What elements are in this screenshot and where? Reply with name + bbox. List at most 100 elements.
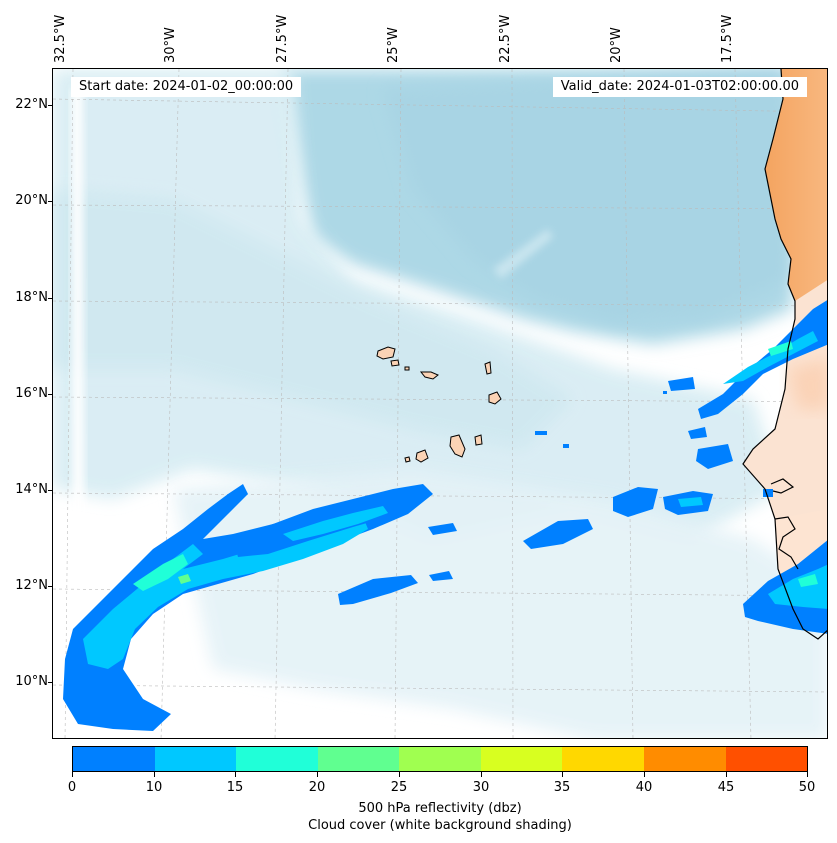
island-sao-vicente	[390, 359, 400, 367]
colorbar-label-30: 30	[472, 780, 490, 795]
lat-tick-18n	[48, 298, 52, 299]
colorbar-label-0: 0	[67, 780, 77, 795]
cloud-haze-band	[53, 189, 573, 449]
colorbar-segment-40-45	[643, 747, 726, 771]
colorbar-label-15: 15	[226, 780, 244, 795]
cape-verde-islands	[376, 346, 502, 463]
lon-label-25w: 25°W	[386, 27, 401, 63]
land-mauritania-desert	[765, 69, 827, 301]
echo-tiny-2	[563, 444, 569, 448]
echo-east-2	[613, 487, 658, 517]
lat-label-10n: 10°N	[15, 674, 48, 689]
colorbar-tick-50	[807, 772, 808, 777]
lon-label-30w: 30°W	[163, 27, 178, 63]
lon-label-20w: 20°W	[609, 27, 624, 63]
colorbar-segment-30-35	[480, 747, 563, 771]
island-brava	[404, 456, 411, 463]
lat-tick-12n	[48, 586, 52, 587]
lat-tick-14n	[48, 490, 52, 491]
echo-coast-north-15	[768, 341, 793, 356]
lat-label-20n: 20°N	[15, 193, 48, 208]
valid-date-box: Valid_date: 2024-01-03T02:00:00.00	[552, 77, 807, 97]
coastline-guinea-bissau	[774, 516, 799, 570]
colorbar-tick-30	[481, 772, 482, 777]
island-sal	[484, 361, 492, 375]
colorbar-tick-35	[562, 772, 563, 777]
cloud-streak-diagonal	[493, 229, 553, 279]
colorbar-label-20: 20	[308, 780, 326, 795]
coastline-mauritania	[742, 69, 827, 640]
island-sao-nicolau	[419, 371, 439, 380]
island-boa-vista	[488, 391, 502, 405]
echo-east-5	[688, 427, 707, 439]
colorbar-tick-15	[235, 772, 236, 777]
colorbar-segment-20-25	[317, 747, 400, 771]
colorbar-title: 500 hPa reflectivity (dbz)	[358, 801, 522, 816]
lat-tick-16n	[48, 394, 52, 395]
cloud-haze-west	[53, 69, 783, 539]
colorbar-tick-25	[399, 772, 400, 777]
coastline-senegal-gambia	[770, 478, 795, 494]
island-santa-luzia	[404, 366, 410, 371]
island-maio	[474, 434, 483, 446]
lon-label-22-5w: 22.5°W	[498, 14, 513, 63]
map-canvas	[53, 69, 827, 738]
start-date-box: Start date: 2024-01-02_00:00:00	[71, 77, 302, 97]
cloud-streak-west	[71, 89, 85, 709]
lat-label-14n: 14°N	[15, 482, 48, 497]
colorbar-label-25: 25	[390, 780, 408, 795]
colorbar-label-35: 35	[553, 780, 571, 795]
coastline	[742, 69, 827, 640]
colorbar-label-10: 10	[145, 780, 163, 795]
echo-east-4	[696, 444, 733, 469]
island-fogo	[415, 449, 429, 463]
colorbar-tick-45	[726, 772, 727, 777]
lat-label-12n: 12°N	[15, 578, 48, 593]
colorbar-tick-0	[72, 772, 73, 777]
colorbar-segment-15-20	[236, 747, 318, 771]
lon-label-27-5w: 27.5°W	[275, 14, 290, 63]
land-sahel-blush	[788, 359, 827, 409]
colorbar	[72, 746, 808, 772]
colorbar-segment-25-30	[399, 747, 481, 771]
colorbar-tick-20	[317, 772, 318, 777]
echo-coast-south-15	[798, 574, 818, 587]
colorbar-label-50: 50	[798, 780, 816, 795]
map-panel[interactable]: Start date: 2024-01-02_00:00:00 Valid_da…	[52, 68, 828, 739]
lat-tick-20n	[48, 201, 52, 202]
echo-mid-ocean	[338, 575, 418, 605]
lon-label-32-5w: 32.5°W	[53, 14, 68, 63]
echo-small-1	[428, 523, 457, 535]
colorbar-segment-10-15	[154, 747, 237, 771]
echo-main-band-15	[133, 554, 188, 591]
echo-east-3-10	[678, 497, 703, 507]
echo-main-band-10	[83, 517, 368, 669]
colorbar-segment-0-10	[73, 747, 155, 771]
colorbar-label-45: 45	[717, 780, 735, 795]
land-layer	[743, 69, 827, 629]
lat-label-18n: 18°N	[15, 290, 48, 305]
colorbar-tick-40	[644, 772, 645, 777]
graticule	[53, 69, 827, 738]
lat-label-22n: 22°N	[15, 97, 48, 112]
island-santo-antao	[376, 346, 396, 360]
echo-main-band-20	[178, 574, 191, 584]
echo-east-1	[523, 519, 593, 549]
colorbar-label-40: 40	[635, 780, 653, 795]
echo-tiny-4	[763, 489, 773, 497]
colorbar-tick-10	[154, 772, 155, 777]
lon-label-17-5w: 17.5°W	[720, 14, 735, 63]
echo-tiny-3	[663, 391, 667, 394]
island-santiago	[449, 434, 466, 458]
lat-tick-10n	[48, 682, 52, 683]
colorbar-segment-45-50	[725, 747, 808, 771]
echo-tiny-1	[535, 431, 547, 435]
cloud-mass-north-core	[383, 69, 788, 324]
echo-small-2	[429, 571, 453, 581]
echo-band-north-10	[283, 506, 388, 541]
echo-coast-north-10	[723, 331, 818, 384]
lat-label-16n: 16°N	[15, 386, 48, 401]
echo-coast-patch	[668, 377, 695, 391]
colorbar-segment-35-40	[562, 747, 644, 771]
lat-tick-22n	[48, 105, 52, 106]
